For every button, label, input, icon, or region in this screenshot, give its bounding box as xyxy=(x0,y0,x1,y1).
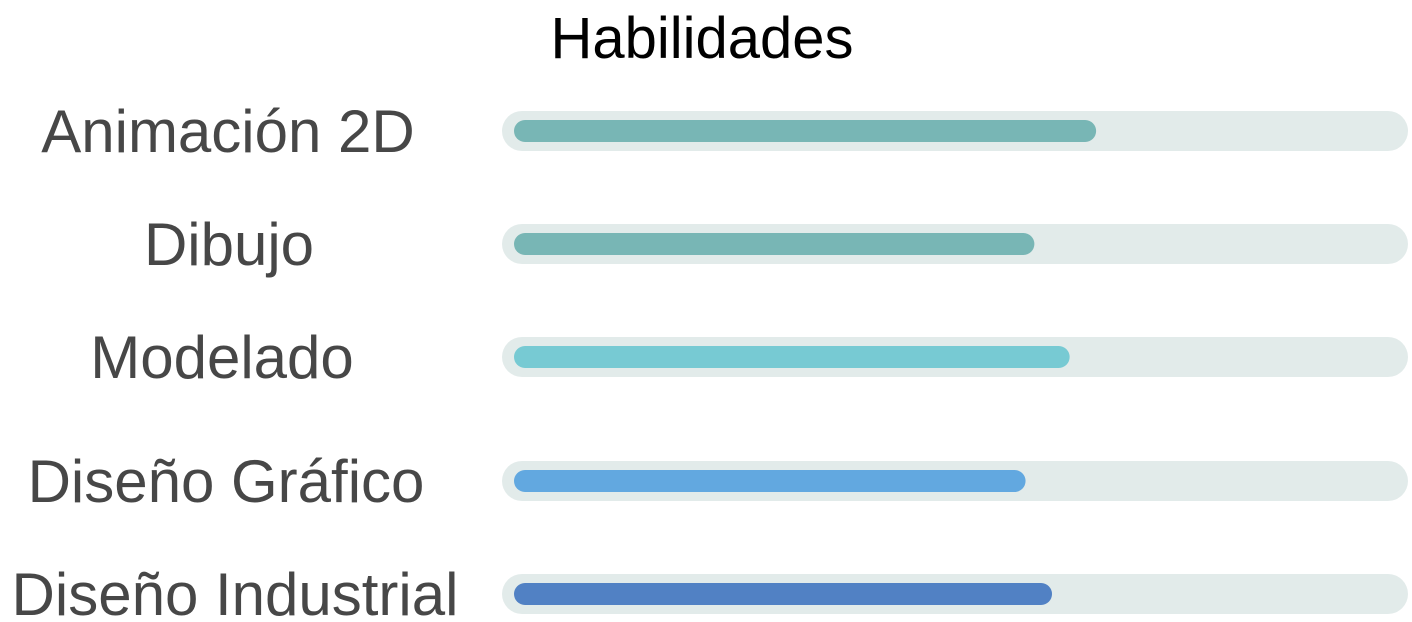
skill-label: Dibujo xyxy=(144,211,314,278)
chart-title: Habilidades xyxy=(550,6,853,71)
skill-rows: Animación 2D Dibujo Modelado Diseño Gráfico… xyxy=(12,98,1408,622)
skill-bar-fill xyxy=(514,470,1026,492)
skill-bar-fill xyxy=(514,233,1035,255)
skill-label: Diseño Gráfico xyxy=(28,448,425,515)
skill-label: Animación 2D xyxy=(41,98,415,165)
skill-bar-fill xyxy=(514,583,1053,605)
skill-bar-fill xyxy=(514,120,1097,142)
skill-bar-fill xyxy=(514,346,1070,368)
skill-label: Modelado xyxy=(90,324,354,391)
skill-label: Diseño Industrial xyxy=(12,561,459,622)
